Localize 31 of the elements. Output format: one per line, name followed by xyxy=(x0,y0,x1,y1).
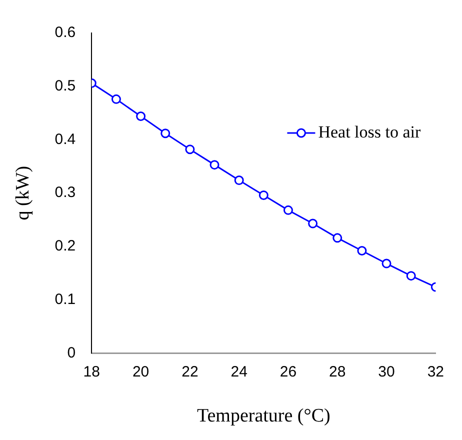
x-tick-label: 30 xyxy=(378,363,395,380)
point xyxy=(185,144,195,154)
point xyxy=(382,258,392,268)
y-tick-label: 0 xyxy=(67,344,76,362)
point xyxy=(258,190,268,200)
y-tick-label: 0.2 xyxy=(54,238,76,255)
y-axis-title: q (kW) xyxy=(12,166,34,220)
y-tick-label: 0.1 xyxy=(54,290,76,308)
x-tick-label: 28 xyxy=(329,363,346,380)
point xyxy=(308,218,318,228)
x-tick-label: 20 xyxy=(132,363,150,380)
x-tick-label: 18 xyxy=(83,363,100,380)
point xyxy=(160,128,170,138)
y-tick-label: 0.4 xyxy=(54,130,76,148)
x-axis-title: Temperature (°C) xyxy=(196,406,330,427)
y-tick-label: 0.3 xyxy=(54,184,76,202)
point xyxy=(111,94,121,104)
point xyxy=(406,271,416,281)
point xyxy=(357,246,367,256)
point xyxy=(234,176,244,186)
point xyxy=(210,160,220,170)
point xyxy=(332,233,342,243)
x-tick-label: 26 xyxy=(280,363,297,380)
y-tick-label: 0.5 xyxy=(54,78,76,95)
x-tick-label: 32 xyxy=(427,363,444,380)
point xyxy=(136,112,146,121)
y-tick-label: 0.6 xyxy=(54,24,76,42)
point xyxy=(283,205,293,215)
x-tick-label: 22 xyxy=(182,363,198,380)
x-tick-label: 24 xyxy=(230,363,248,380)
legend-label: Heat loss to air xyxy=(318,122,421,142)
